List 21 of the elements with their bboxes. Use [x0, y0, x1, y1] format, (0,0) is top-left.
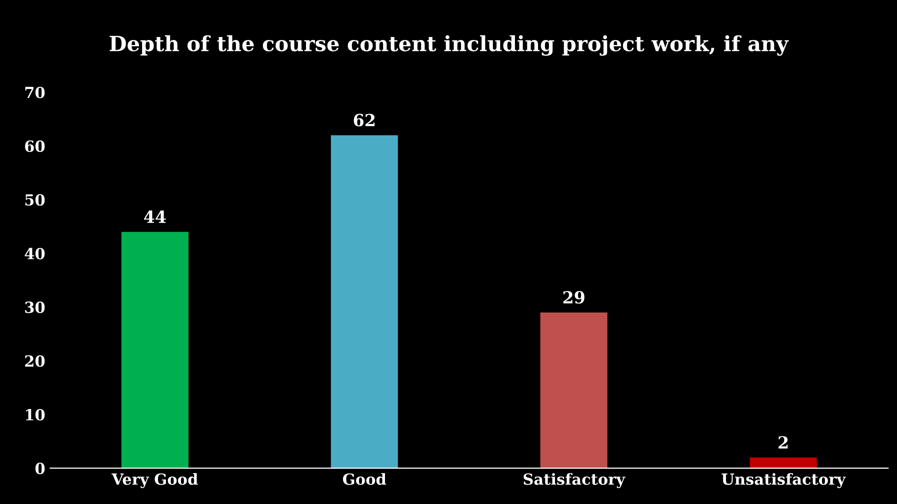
y-tick-label: 50	[25, 194, 45, 206]
bar	[750, 457, 817, 468]
bar	[121, 232, 188, 468]
y-tick-label: 0	[35, 462, 45, 474]
data-label: 62	[354, 114, 375, 126]
data-label: 2	[778, 436, 788, 448]
bar	[540, 312, 608, 468]
y-tick-label: 20	[25, 355, 45, 367]
x-tick-label: Very Good	[112, 473, 198, 488]
y-tick-label: 10	[26, 408, 45, 421]
y-tick-label: 60	[25, 140, 45, 152]
x-tick-label: Satisfactory	[524, 473, 626, 488]
y-tick-label: 70	[25, 86, 45, 98]
y-tick-label: 40	[24, 248, 45, 260]
data-label: 29	[563, 291, 584, 304]
data-label: 44	[144, 210, 166, 223]
y-tick-label: 30	[25, 302, 45, 314]
x-tick-label: Unsatisfactory	[722, 473, 846, 488]
chart-title: Depth of the course content including project work, if any	[110, 35, 789, 56]
bar	[330, 135, 398, 468]
x-tick-label: Good	[342, 473, 386, 485]
